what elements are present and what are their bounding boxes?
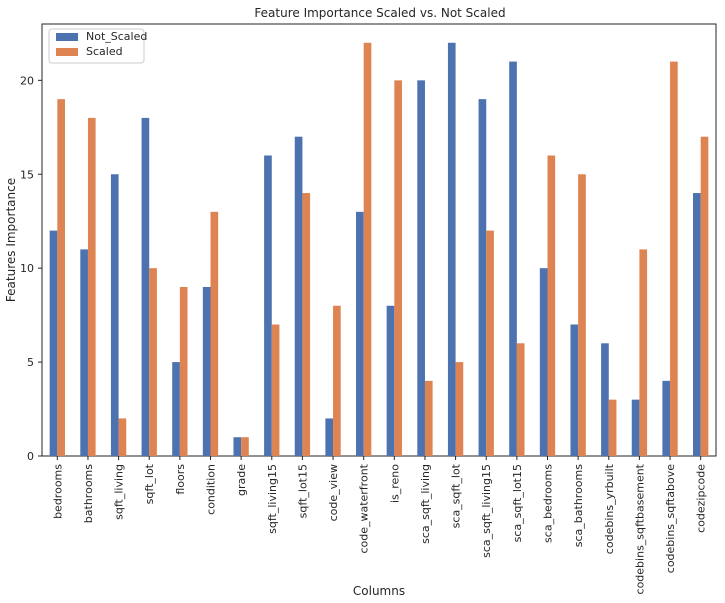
x-tick-label-code-view: code_view bbox=[327, 464, 340, 521]
x-tick-label-sqft-living: sqft_living bbox=[113, 464, 126, 520]
bar-scaled-codebins-sqftabove bbox=[670, 61, 678, 456]
bar-not-scaled-sca-bedrooms bbox=[539, 268, 548, 456]
bar-scaled-sqft-living15 bbox=[271, 324, 280, 456]
bar-scaled-code-view bbox=[333, 305, 341, 456]
bar-not-scaled-sqft-living bbox=[110, 174, 119, 456]
bar-scaled-floors bbox=[179, 286, 188, 456]
bar-not-scaled-is-reno bbox=[386, 305, 395, 456]
bar-not-scaled-sca-sqft-lot15 bbox=[509, 61, 517, 456]
bar-scaled-sca-sqft-living15 bbox=[486, 230, 494, 456]
x-tick-label-floors: floors bbox=[174, 464, 187, 495]
x-tick-label-bedrooms: bedrooms bbox=[51, 464, 64, 519]
legend-label-scaled: Scaled bbox=[86, 45, 123, 58]
x-tick-label-sqft-lot: sqft_lot bbox=[143, 463, 156, 504]
bar-not-scaled-codebins-sqftbasement bbox=[631, 399, 640, 456]
y-tick-label: 5 bbox=[27, 356, 34, 369]
bar-not-scaled-sca-sqft-living bbox=[417, 80, 425, 456]
x-tick-label-codebins-sqftbasement: codebins_sqftbasement bbox=[633, 463, 646, 594]
x-tick-label-sca-bathrooms: sca_bathrooms bbox=[572, 464, 585, 547]
bar-not-scaled-codezipcode bbox=[693, 193, 701, 457]
y-tick-label: 0 bbox=[27, 450, 34, 463]
y-axis-title: Features Importance bbox=[4, 178, 18, 302]
y-tick-label: 20 bbox=[20, 74, 34, 87]
bar-scaled-sca-bathrooms bbox=[578, 174, 586, 456]
x-tick-label-codebins-sqftabove: codebins_sqftabove bbox=[664, 464, 677, 573]
bar-scaled-code-waterfront bbox=[363, 42, 372, 456]
x-tick-label-sca-sqft-lot15: sca_sqft_lot15 bbox=[511, 464, 524, 542]
bar-scaled-sca-bedrooms bbox=[547, 155, 556, 457]
bar-not-scaled-sqft-living15 bbox=[264, 155, 272, 457]
bar-scaled-codebins-sqftbasement bbox=[639, 249, 648, 456]
bar-not-scaled-code-waterfront bbox=[356, 211, 364, 456]
bar-not-scaled-sqft-lot15 bbox=[294, 136, 303, 456]
bar-scaled-grade bbox=[241, 437, 249, 456]
x-axis-title: Columns bbox=[353, 584, 405, 598]
y-axis: 0 5 10 15 20 bbox=[20, 74, 42, 463]
x-tick-label-is-reno: is_reno bbox=[388, 464, 401, 503]
legend-swatch-scaled bbox=[56, 48, 78, 56]
bar-not-scaled-bedrooms bbox=[49, 230, 58, 456]
bar-not-scaled-bathrooms bbox=[80, 249, 88, 456]
bar-scaled-sqft-lot15 bbox=[302, 193, 311, 457]
bar-group bbox=[49, 42, 709, 457]
plot-frame bbox=[41, 23, 717, 457]
x-tick-label-codezipcode: codezipcode bbox=[695, 464, 708, 533]
bar-scaled-codezipcode bbox=[700, 136, 709, 456]
x-tick-label-sqft-living15: sqft_living15 bbox=[266, 464, 279, 534]
bar-scaled-sca-sqft-lot15 bbox=[516, 343, 525, 456]
x-tick-label-codebins-yrbuilt: codebins_yrbuilt bbox=[603, 463, 616, 554]
legend: Not_Scaled Scaled bbox=[48, 28, 147, 64]
bar-scaled-sca-sqft-lot bbox=[455, 362, 464, 456]
y-tick-label: 15 bbox=[20, 168, 34, 181]
bar-scaled-bedrooms bbox=[57, 99, 65, 456]
x-tick-label-sca-bedrooms: sca_bedrooms bbox=[542, 464, 555, 543]
x-tick-label-sca-sqft-living15: sca_sqft_living15 bbox=[480, 464, 493, 558]
bar-scaled-condition bbox=[210, 211, 219, 456]
x-tick-label-sca-sqft-living: sca_sqft_living bbox=[419, 464, 432, 544]
bar-not-scaled-sca-bathrooms bbox=[570, 324, 579, 456]
bar-not-scaled-codebins-sqftabove bbox=[662, 380, 671, 456]
x-tick-label-code-waterfront: code_waterfront bbox=[358, 463, 371, 553]
bar-scaled-bathrooms bbox=[87, 117, 96, 456]
x-tick-label-bathrooms: bathrooms bbox=[82, 464, 95, 523]
bar-scaled-sqft-living bbox=[118, 418, 127, 456]
bar-not-scaled-sca-sqft-lot bbox=[447, 42, 456, 456]
bar-scaled-sqft-lot bbox=[149, 268, 157, 456]
bar-not-scaled-floors bbox=[172, 362, 180, 456]
x-tick-label-grade: grade bbox=[235, 464, 248, 496]
legend-swatch-not-scaled bbox=[56, 33, 78, 41]
chart-title: Feature Importance Scaled vs. Not Scaled bbox=[254, 6, 505, 20]
bar-scaled-codebins-yrbuilt bbox=[608, 399, 617, 456]
bar-not-scaled-sca-sqft-living15 bbox=[478, 99, 487, 456]
x-tick-label-sqft-lot15: sqft_lot15 bbox=[296, 464, 309, 518]
y-tick-label: 10 bbox=[20, 262, 34, 275]
bar-not-scaled-codebins-yrbuilt bbox=[601, 343, 609, 456]
bar-scaled-is-reno bbox=[394, 80, 402, 456]
bar-not-scaled-condition bbox=[202, 286, 211, 456]
x-axis: bedrooms bathrooms sqft_living sqft_lot floo… bbox=[51, 456, 708, 594]
legend-label-not-scaled: Not_Scaled bbox=[86, 30, 147, 43]
bar-scaled-sca-sqft-living bbox=[424, 380, 433, 456]
x-tick-label-condition: condition bbox=[205, 464, 218, 515]
bar-not-scaled-sqft-lot bbox=[141, 117, 150, 456]
bar-not-scaled-code-view bbox=[325, 418, 334, 456]
bar-not-scaled-grade bbox=[233, 437, 242, 456]
x-tick-label-sca-sqft-lot: sca_sqft_lot bbox=[450, 463, 463, 528]
